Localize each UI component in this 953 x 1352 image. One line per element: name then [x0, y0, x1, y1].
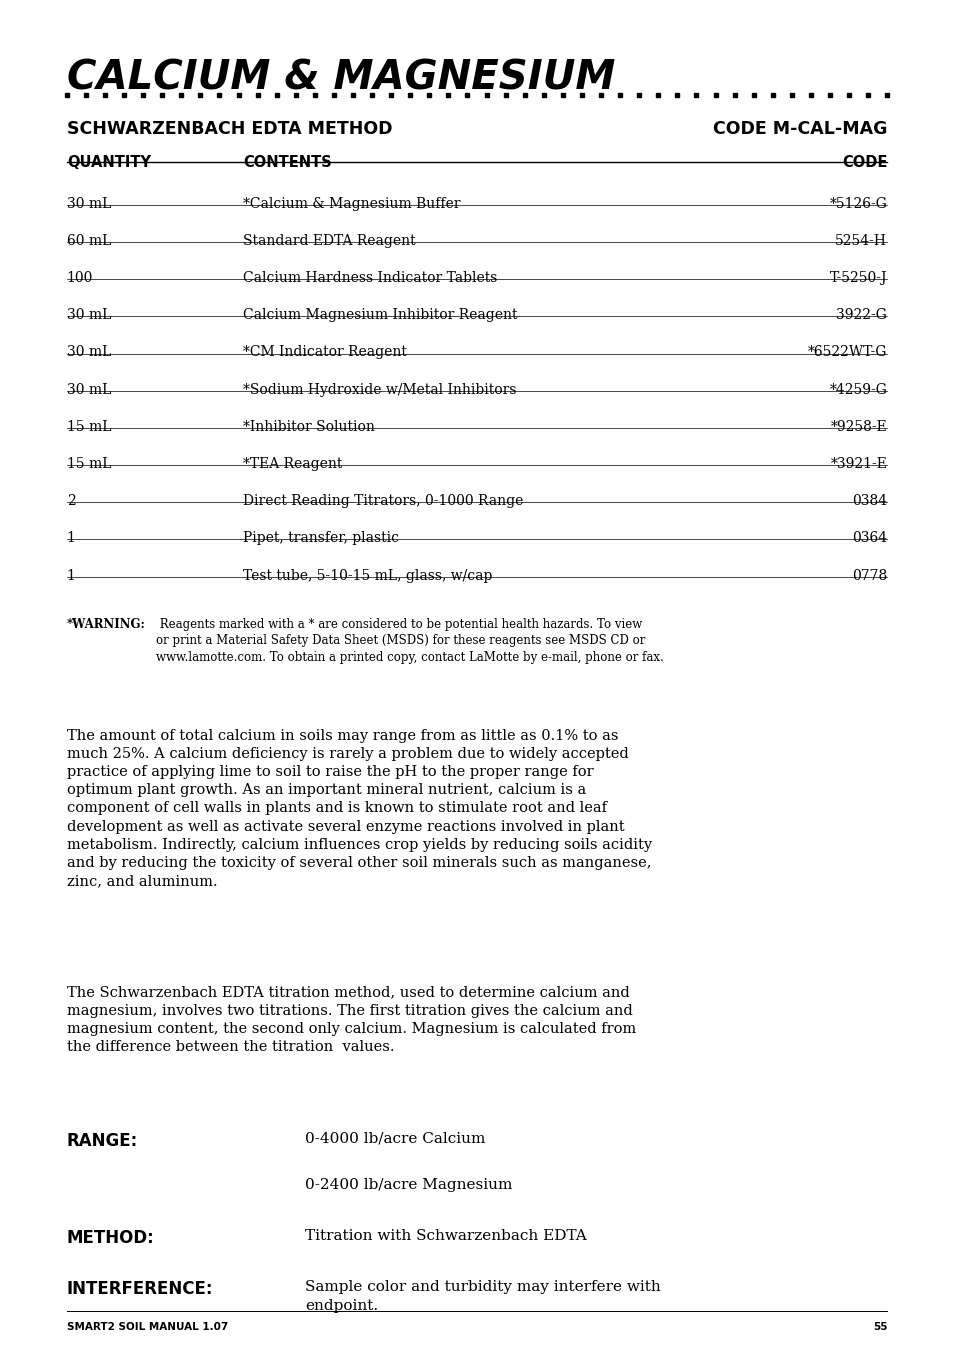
Text: Calcium Hardness Indicator Tablets: Calcium Hardness Indicator Tablets	[243, 270, 497, 285]
Text: T-5250-J: T-5250-J	[829, 270, 886, 285]
Text: *WARNING:: *WARNING:	[67, 618, 146, 631]
Text: Standard EDTA Reagent: Standard EDTA Reagent	[243, 234, 416, 247]
Text: 55: 55	[872, 1322, 886, 1332]
Text: CODE M-CAL-MAG: CODE M-CAL-MAG	[712, 120, 886, 138]
Text: Reagents marked with a * are considered to be potential health hazards. To view
: Reagents marked with a * are considered …	[155, 618, 662, 664]
Text: *TEA Reagent: *TEA Reagent	[243, 457, 342, 470]
Text: *CM Indicator Reagent: *CM Indicator Reagent	[243, 345, 407, 360]
Text: 60 mL: 60 mL	[67, 234, 112, 247]
Text: METHOD:: METHOD:	[67, 1229, 154, 1247]
Text: Titration with Schwarzenbach EDTA: Titration with Schwarzenbach EDTA	[305, 1229, 586, 1242]
Text: 30 mL: 30 mL	[67, 383, 112, 396]
Text: 0-2400 lb/acre Magnesium: 0-2400 lb/acre Magnesium	[305, 1178, 512, 1191]
Text: *5126-G: *5126-G	[828, 196, 886, 211]
Text: Pipet, transfer, plastic: Pipet, transfer, plastic	[243, 531, 399, 545]
Text: QUANTITY: QUANTITY	[67, 155, 151, 170]
Text: 30 mL: 30 mL	[67, 196, 112, 211]
Text: *4259-G: *4259-G	[828, 383, 886, 396]
Text: *9258-E: *9258-E	[830, 419, 886, 434]
Text: SCHWARZENBACH EDTA METHOD: SCHWARZENBACH EDTA METHOD	[67, 120, 392, 138]
Text: 15 mL: 15 mL	[67, 419, 112, 434]
Text: 1: 1	[67, 531, 75, 545]
Text: Sample color and turbidity may interfere with
endpoint.: Sample color and turbidity may interfere…	[305, 1280, 660, 1313]
Text: Direct Reading Titrators, 0-1000 Range: Direct Reading Titrators, 0-1000 Range	[243, 495, 523, 508]
Text: *6522WT-G: *6522WT-G	[807, 345, 886, 360]
Text: CALCIUM & MAGNESIUM: CALCIUM & MAGNESIUM	[67, 58, 615, 99]
Text: CONTENTS: CONTENTS	[243, 155, 332, 170]
Text: 5254-H: 5254-H	[835, 234, 886, 247]
Text: SMART2 SOIL MANUAL 1.07: SMART2 SOIL MANUAL 1.07	[67, 1322, 228, 1332]
Text: RANGE:: RANGE:	[67, 1132, 138, 1149]
Text: *Inhibitor Solution: *Inhibitor Solution	[243, 419, 375, 434]
Text: *Calcium & Magnesium Buffer: *Calcium & Magnesium Buffer	[243, 196, 460, 211]
Text: *3921-E: *3921-E	[829, 457, 886, 470]
Text: 30 mL: 30 mL	[67, 308, 112, 322]
Text: 0778: 0778	[851, 568, 886, 583]
Text: Test tube, 5-10-15 mL, glass, w/cap: Test tube, 5-10-15 mL, glass, w/cap	[243, 568, 492, 583]
Text: INTERFERENCE:: INTERFERENCE:	[67, 1280, 213, 1298]
Text: 30 mL: 30 mL	[67, 345, 112, 360]
Text: 3922-G: 3922-G	[836, 308, 886, 322]
Text: 100: 100	[67, 270, 93, 285]
Text: 1: 1	[67, 568, 75, 583]
Text: CODE: CODE	[841, 155, 886, 170]
Text: 0364: 0364	[851, 531, 886, 545]
Text: *Sodium Hydroxide w/Metal Inhibitors: *Sodium Hydroxide w/Metal Inhibitors	[243, 383, 517, 396]
Text: 0384: 0384	[851, 495, 886, 508]
Text: 2: 2	[67, 495, 75, 508]
Text: The amount of total calcium in soils may range from as little as 0.1% to as
much: The amount of total calcium in soils may…	[67, 729, 651, 888]
Text: 15 mL: 15 mL	[67, 457, 112, 470]
Text: Calcium Magnesium Inhibitor Reagent: Calcium Magnesium Inhibitor Reagent	[243, 308, 517, 322]
Text: The Schwarzenbach EDTA titration method, used to determine calcium and
magnesium: The Schwarzenbach EDTA titration method,…	[67, 986, 636, 1055]
Text: 0-4000 lb/acre Calcium: 0-4000 lb/acre Calcium	[305, 1132, 485, 1145]
